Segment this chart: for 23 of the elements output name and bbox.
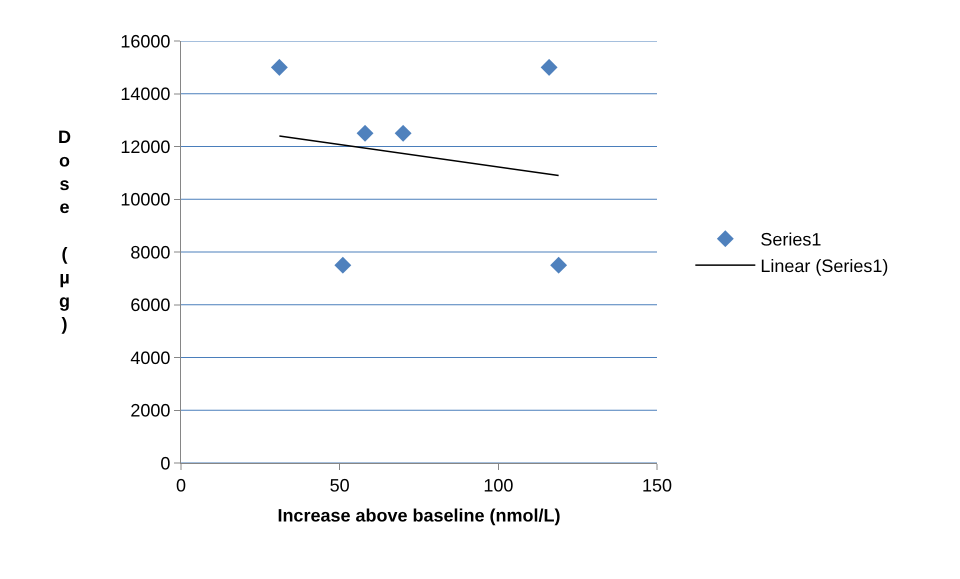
y-tick-label: 4000 (130, 348, 170, 368)
legend-label: Linear (Series1) (760, 256, 888, 276)
y-tick-label: 2000 (130, 400, 170, 421)
y-tick-label: 8000 (130, 242, 170, 262)
y-tick-label: 14000 (120, 84, 170, 104)
y-tick-label: 0 (160, 453, 170, 474)
point (394, 124, 412, 142)
x-tick-label: 0 (176, 476, 186, 496)
x-tick-label: 50 (330, 476, 350, 496)
point (356, 124, 374, 142)
y-tick-label: 10000 (120, 190, 170, 210)
point (270, 58, 288, 76)
y-tick-label: 6000 (130, 295, 170, 316)
x-tick-label: 100 (483, 476, 514, 496)
legend-label: Series1 (760, 230, 822, 250)
point (540, 58, 558, 76)
text: Dose (µg) (58, 127, 71, 334)
point (334, 256, 352, 274)
point (550, 256, 568, 274)
x-axis-title: Increase above baseline (nmol/L) (277, 506, 561, 526)
y-tick-label: 12000 (120, 136, 170, 157)
x-tick-label: 150 (642, 476, 672, 496)
y-tick-label: 16000 (120, 31, 170, 52)
